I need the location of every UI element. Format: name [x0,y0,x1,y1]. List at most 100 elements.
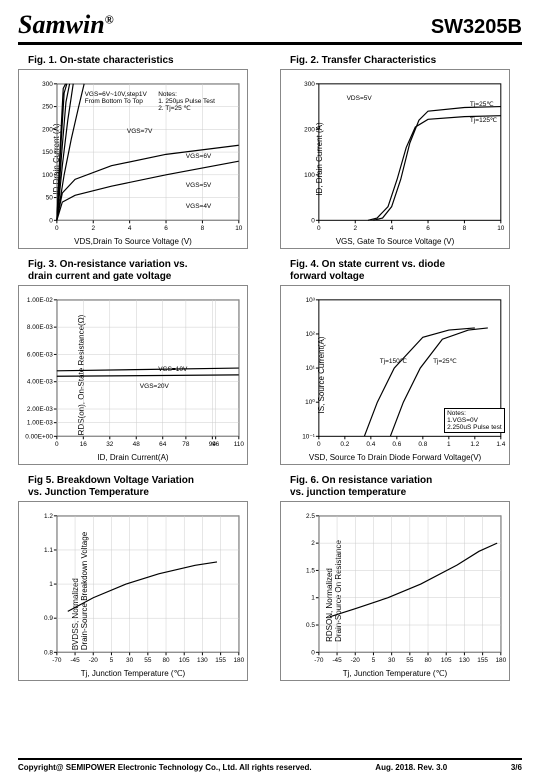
svg-text:1.2: 1.2 [470,441,479,448]
svg-text:4: 4 [128,225,132,232]
svg-text:180: 180 [233,657,244,664]
svg-text:155: 155 [215,657,226,664]
svg-text:1: 1 [49,581,53,588]
svg-text:-70: -70 [314,657,324,664]
svg-text:8.00E-03: 8.00E-03 [27,324,53,331]
svg-text:1: 1 [311,595,315,602]
svg-text:2: 2 [353,225,357,232]
svg-text:30: 30 [126,657,134,664]
chart: ID, Drain Current (A)VGS, Gate To Source… [280,69,510,249]
fig-title: Fig. 2. Transfer Characteristics [290,55,522,67]
svg-text:300: 300 [42,81,53,88]
svg-text:2: 2 [91,225,95,232]
svg-text:1.5: 1.5 [306,567,315,574]
svg-text:1.00E-02: 1.00E-02 [27,297,53,304]
svg-text:200: 200 [42,126,53,133]
page-num: 3/6 [511,763,522,772]
svg-text:50: 50 [46,195,54,202]
brand-logo: Samwin® [18,10,114,40]
svg-text:6.00E-03: 6.00E-03 [27,351,53,358]
svg-text:55: 55 [144,657,152,664]
svg-text:0.9: 0.9 [44,615,53,622]
svg-text:100: 100 [42,172,53,179]
chart-grid: Fig. 1. On-state characteristics ID,Drain… [18,51,522,681]
svg-text:100: 100 [304,172,315,179]
svg-text:6: 6 [426,225,430,232]
svg-text:1.4: 1.4 [496,441,505,448]
svg-text:55: 55 [406,657,414,664]
footer: Copyright@ SEMIPOWER Electronic Technolo… [18,758,522,772]
svg-text:2.5: 2.5 [306,513,315,520]
fig-title: Fig. 3. On-resistance variation vs. drai… [28,259,260,283]
svg-text:16: 16 [80,441,88,448]
svg-text:0: 0 [311,649,315,656]
svg-text:94: 94 [209,441,217,448]
part-number: SW3205B [431,16,522,39]
svg-text:155: 155 [477,657,488,664]
svg-text:10²: 10² [306,331,316,338]
chart: IS, Source Current(A)VSD, Source To Drai… [280,285,510,465]
chart: RDSON, NormalizedDrain-Source On Resista… [280,501,510,681]
fig-title: Fig. 6. On resistance variation vs. junc… [290,475,522,499]
fig-title: Fig. 1. On-state characteristics [28,55,260,67]
fig-title: Fig 5. Breakdown Voltage Variation vs. J… [28,475,260,499]
svg-text:0.8: 0.8 [418,441,427,448]
svg-text:4: 4 [390,225,394,232]
svg-text:-45: -45 [332,657,342,664]
svg-text:250: 250 [42,104,53,111]
svg-text:-20: -20 [351,657,361,664]
svg-text:8: 8 [201,225,205,232]
svg-text:10⁻¹: 10⁻¹ [302,433,315,440]
svg-text:0.8: 0.8 [44,649,53,656]
svg-text:0: 0 [49,217,53,224]
svg-text:30: 30 [388,657,396,664]
svg-text:6: 6 [164,225,168,232]
svg-text:0: 0 [317,225,321,232]
svg-text:10: 10 [235,225,243,232]
svg-text:2.00E-03: 2.00E-03 [27,406,53,413]
svg-text:130: 130 [197,657,208,664]
svg-text:80: 80 [424,657,432,664]
svg-text:130: 130 [459,657,470,664]
svg-text:10: 10 [497,225,505,232]
svg-text:1.1: 1.1 [44,547,53,554]
chart: BVDSS, NormalizedDrain-Source Breakdown … [18,501,248,681]
svg-text:0.2: 0.2 [340,441,349,448]
svg-text:5: 5 [110,657,114,664]
svg-text:2: 2 [311,540,315,547]
svg-text:48: 48 [133,441,141,448]
svg-text:300: 300 [304,81,315,88]
svg-text:-70: -70 [52,657,62,664]
svg-text:0.4: 0.4 [366,441,375,448]
svg-text:0: 0 [55,441,59,448]
svg-text:-45: -45 [70,657,80,664]
svg-text:0.00E+00: 0.00E+00 [25,433,53,440]
svg-text:8: 8 [463,225,467,232]
svg-text:110: 110 [234,441,245,448]
svg-text:-20: -20 [89,657,99,664]
svg-text:32: 32 [106,441,114,448]
chart: ID,Drain Current (A)VDS,Drain To Source … [18,69,248,249]
svg-text:200: 200 [304,126,315,133]
copyright: Copyright@ SEMIPOWER Electronic Technolo… [18,763,312,772]
fig-title: Fig. 4. On state current vs. diode forwa… [290,259,522,283]
svg-text:105: 105 [179,657,190,664]
svg-text:1: 1 [447,441,451,448]
svg-text:150: 150 [42,149,53,156]
svg-text:1.2: 1.2 [44,513,53,520]
header: Samwin® SW3205B [18,10,522,45]
svg-text:64: 64 [159,441,167,448]
svg-text:10³: 10³ [306,297,316,304]
svg-text:4.00E-03: 4.00E-03 [27,379,53,386]
svg-text:80: 80 [162,657,170,664]
svg-text:0: 0 [55,225,59,232]
svg-text:180: 180 [495,657,506,664]
svg-text:5: 5 [372,657,376,664]
svg-text:10⁰: 10⁰ [305,399,315,406]
svg-text:0: 0 [317,441,321,448]
svg-text:78: 78 [182,441,190,448]
chart: RDS(on), On-State Resistance(Ω)ID, Drain… [18,285,248,465]
revision: Aug. 2018. Rev. 3.0 [375,763,447,772]
svg-text:105: 105 [441,657,452,664]
svg-text:0.5: 0.5 [306,622,315,629]
